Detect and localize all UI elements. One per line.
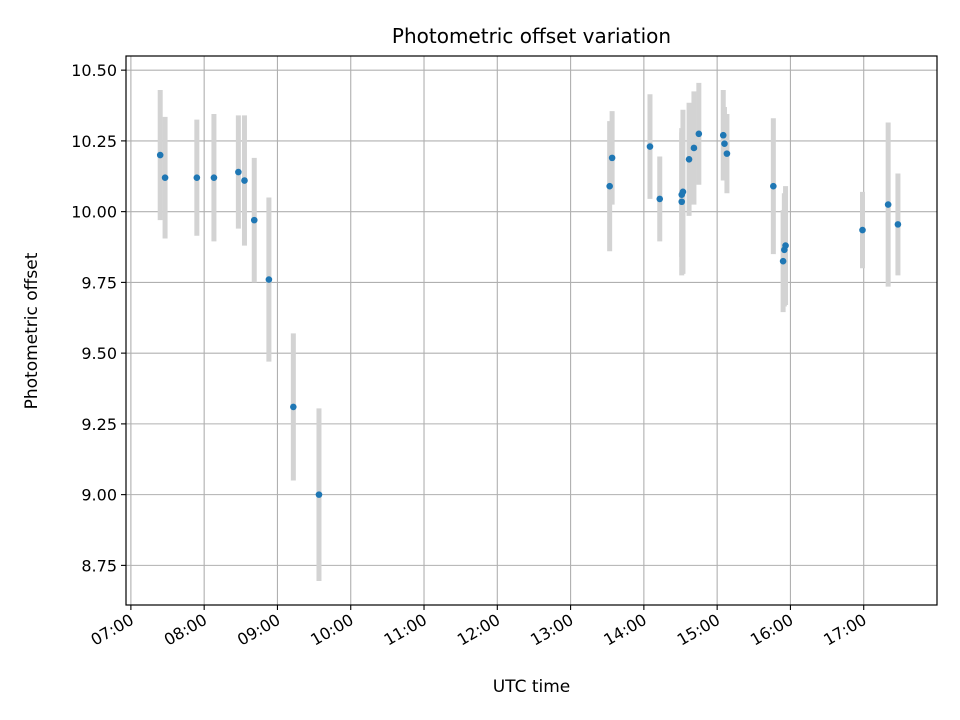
- data-point: [606, 182, 613, 190]
- x-tick-label: 17:00: [820, 610, 869, 650]
- data-point: [608, 154, 616, 162]
- data-point: [156, 151, 164, 159]
- data-point: [678, 198, 686, 206]
- grid-layer: [126, 56, 937, 605]
- data-point: [695, 130, 703, 138]
- x-tick-label: 13:00: [527, 610, 576, 650]
- y-tick-label: 10.00: [71, 203, 117, 222]
- x-tick-label: 16:00: [747, 610, 796, 650]
- data-point: [646, 143, 654, 150]
- chart-title: Photometric offset variation: [392, 24, 671, 48]
- data-point: [779, 257, 787, 265]
- x-tick-label: 11:00: [381, 610, 430, 650]
- data-point: [250, 216, 258, 224]
- data-point: [679, 188, 687, 196]
- x-axis-label: UTC time: [493, 677, 571, 697]
- x-tick-label: 09:00: [234, 610, 283, 650]
- data-point: [782, 242, 789, 249]
- data-point: [721, 140, 728, 148]
- x-tick-label: 07:00: [87, 610, 136, 650]
- data-point: [770, 182, 777, 190]
- data-point: [690, 144, 698, 152]
- data-point: [241, 177, 248, 184]
- x-tick-label: 15:00: [674, 610, 723, 650]
- y-tick-label: 9.75: [81, 273, 117, 292]
- x-tick-label: 10:00: [307, 610, 356, 650]
- point-layer: [156, 130, 902, 498]
- y-axis-label: Photometric offset: [22, 252, 42, 409]
- x-tick-label: 12:00: [454, 610, 503, 650]
- data-point: [723, 150, 731, 157]
- y-axis-ticks: 8.75 9.00 9.25 9.50 9.75 10.00 10.25 10.50: [71, 61, 126, 575]
- data-point: [685, 155, 693, 163]
- y-tick-label: 9.25: [81, 415, 117, 434]
- data-point: [315, 491, 323, 498]
- plot-frame: [125, 55, 938, 606]
- data-point: [210, 174, 218, 181]
- data-point: [884, 201, 892, 208]
- data-point: [290, 403, 297, 411]
- x-tick-label: 08:00: [161, 610, 210, 650]
- data-point: [265, 276, 273, 283]
- y-tick-label: 8.75: [81, 556, 117, 575]
- data-point: [235, 168, 242, 176]
- y-tick-label: 9.50: [81, 344, 117, 363]
- y-tick-label: 10.50: [71, 61, 117, 80]
- data-point: [859, 226, 866, 234]
- data-point: [161, 174, 169, 181]
- data-point: [719, 131, 727, 139]
- y-tick-label: 10.25: [71, 132, 117, 151]
- data-point: [894, 221, 902, 228]
- x-axis-ticks: 07:00 08:00 09:00 10:00 11:00 12:00 13:00 14:00…: [87, 605, 870, 650]
- data-point: [193, 174, 201, 181]
- errorbar-layer: [157, 82, 901, 581]
- x-tick-label: 14:00: [600, 610, 649, 650]
- y-tick-label: 9.00: [81, 486, 117, 505]
- data-point: [656, 195, 664, 203]
